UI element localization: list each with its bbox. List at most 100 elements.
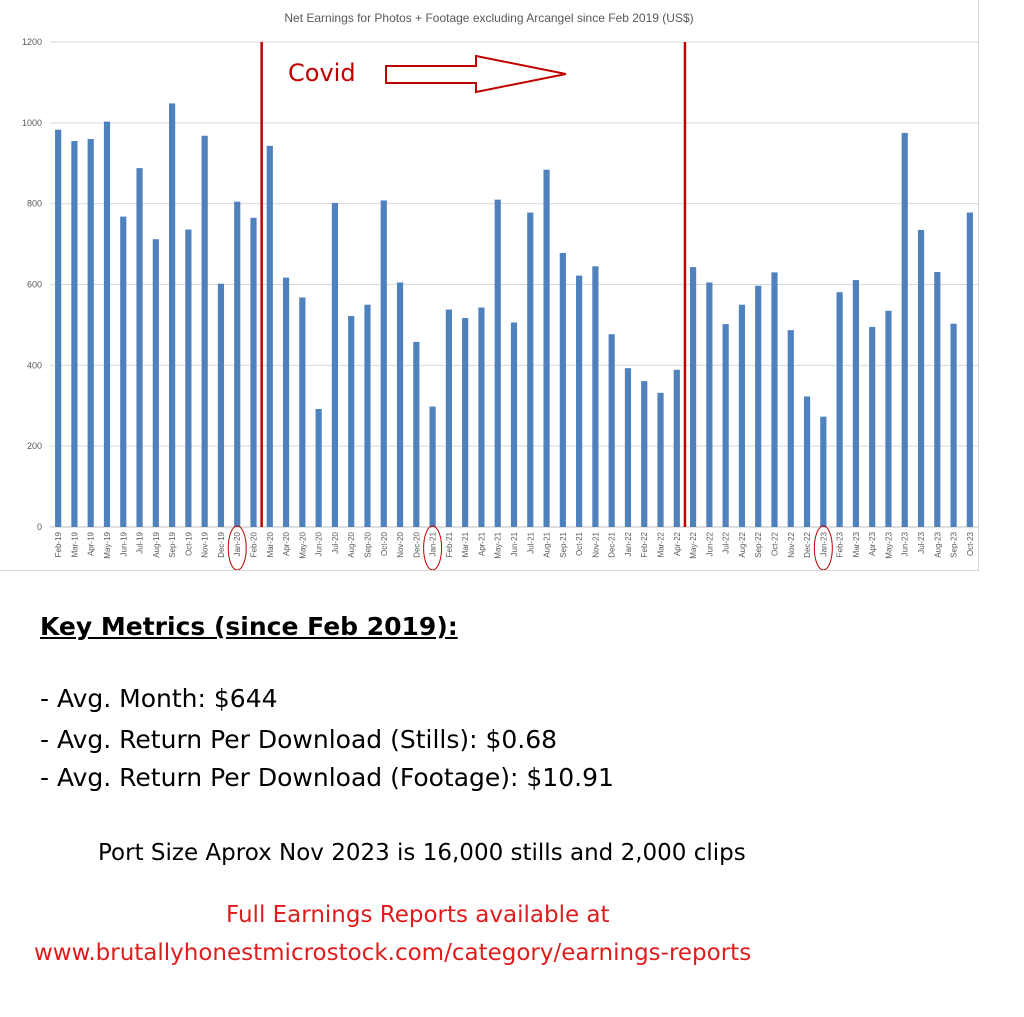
bar-mar-21 bbox=[462, 318, 469, 527]
y-tick-label: 200 bbox=[27, 441, 42, 451]
bar-oct-23 bbox=[966, 212, 973, 527]
bar-nov-20 bbox=[396, 282, 404, 527]
x-tick-label: Feb-23 bbox=[836, 531, 845, 557]
x-tick-label: Dec-20 bbox=[412, 531, 421, 557]
bar-feb-19 bbox=[55, 129, 62, 527]
x-tick-label: Apr-22 bbox=[673, 531, 682, 556]
bar-jul-19 bbox=[136, 168, 143, 527]
avg-stills-metric: - Avg. Return Per Download (Stills): $0.… bbox=[40, 725, 558, 754]
bar-aug-22 bbox=[738, 304, 746, 527]
bar-sep-20 bbox=[364, 304, 371, 527]
bar-sep-23 bbox=[950, 323, 957, 527]
x-tick-label: Jul-20 bbox=[331, 531, 340, 553]
x-tick-label: Sep-23 bbox=[950, 531, 959, 557]
x-tick-label: Oct-19 bbox=[184, 531, 193, 556]
bar-aug-21 bbox=[543, 169, 550, 527]
x-tick-label: Jun-20 bbox=[315, 531, 324, 556]
bar-sep-22 bbox=[755, 285, 762, 527]
bar-jan-22 bbox=[624, 368, 632, 527]
x-tick-label: Sep-22 bbox=[754, 531, 763, 557]
x-tick-label: Aug-22 bbox=[738, 531, 747, 557]
bar-oct-21 bbox=[576, 275, 583, 527]
x-tick-label: Apr-23 bbox=[868, 531, 877, 556]
x-tick-label: Apr-19 bbox=[87, 531, 96, 556]
bar-jul-22 bbox=[722, 324, 729, 527]
bar-jan-20 bbox=[234, 201, 241, 528]
reports-url[interactable]: www.brutallyhonestmicrostock.com/categor… bbox=[34, 940, 752, 966]
bar-may-20 bbox=[299, 297, 306, 527]
bar-apr-19 bbox=[87, 139, 94, 527]
bar-dec-22 bbox=[803, 396, 811, 527]
bar-jan-21 bbox=[429, 406, 436, 527]
x-tick-label: May-21 bbox=[494, 531, 503, 558]
bar-nov-21 bbox=[592, 266, 599, 527]
bar-jul-20 bbox=[331, 202, 339, 527]
earnings-chart: Net Earnings for Photos + Footage exclud… bbox=[0, 0, 979, 571]
x-tick-label: Jun-19 bbox=[119, 531, 128, 556]
bar-jun-19 bbox=[120, 216, 127, 527]
x-tick-label: Oct-21 bbox=[575, 531, 584, 556]
bar-mar-19 bbox=[71, 141, 78, 528]
bar-nov-22 bbox=[787, 330, 794, 527]
x-tick-label: Mar-22 bbox=[657, 531, 666, 557]
x-tick-label: Jul-22 bbox=[722, 531, 731, 553]
x-tick-label: Oct-20 bbox=[380, 531, 389, 556]
x-tick-label: Dec-21 bbox=[608, 531, 617, 557]
x-tick-label: Jan-23 bbox=[819, 531, 828, 556]
x-tick-label: Aug-23 bbox=[933, 531, 942, 557]
circle-annotation bbox=[227, 525, 247, 570]
chart-svg: Net Earnings for Photos + Footage exclud… bbox=[22, 11, 978, 570]
x-tick-label: May-22 bbox=[689, 531, 698, 558]
reports-text: Full Earnings Reports available at bbox=[226, 902, 610, 928]
bar-jun-22 bbox=[706, 282, 713, 527]
covid-label: Covid bbox=[288, 59, 356, 87]
bar-may-21 bbox=[494, 199, 501, 527]
chart-title: Net Earnings for Photos + Footage exclud… bbox=[284, 11, 693, 25]
bar-dec-19 bbox=[217, 283, 225, 527]
key-metrics-title: Key Metrics (since Feb 2019): bbox=[40, 612, 458, 641]
x-tick-label: Aug-19 bbox=[152, 531, 161, 557]
bar-aug-23 bbox=[934, 271, 941, 527]
x-tick-label: Jul-21 bbox=[526, 531, 535, 553]
x-tick-label: Feb-22 bbox=[640, 531, 649, 557]
bar-jun-20 bbox=[315, 408, 322, 527]
bar-jun-23 bbox=[901, 132, 908, 527]
bar-aug-20 bbox=[348, 316, 355, 527]
x-tick-label: Mar-19 bbox=[70, 531, 79, 557]
x-tick-label: Apr-20 bbox=[282, 531, 291, 556]
circle-annotation bbox=[813, 525, 833, 570]
y-tick-label: 0 bbox=[37, 522, 42, 532]
x-tick-label: Aug-21 bbox=[543, 531, 552, 557]
x-tick-label: May-23 bbox=[884, 531, 893, 558]
x-tick-label: Nov-20 bbox=[396, 531, 405, 557]
x-tick-label: Dec-22 bbox=[803, 531, 812, 557]
bar-mar-22 bbox=[657, 392, 664, 527]
x-tick-label: Feb-21 bbox=[445, 531, 454, 557]
x-tick-label: May-20 bbox=[298, 531, 307, 558]
avg-month-metric: - Avg. Month: $644 bbox=[40, 684, 278, 713]
x-tick-label: Nov-19 bbox=[201, 531, 210, 557]
x-tick-label: Jan-20 bbox=[233, 531, 242, 556]
x-tick-label: Oct-23 bbox=[966, 531, 975, 556]
bar-oct-22 bbox=[771, 272, 778, 527]
bar-sep-19 bbox=[169, 103, 176, 527]
x-tick-label: Oct-22 bbox=[770, 531, 779, 556]
x-tick-label: Jun-23 bbox=[901, 531, 910, 556]
bar-jun-21 bbox=[510, 322, 518, 527]
bar-dec-20 bbox=[413, 341, 420, 527]
y-tick-label: 800 bbox=[27, 199, 42, 209]
x-tick-label: Sep-19 bbox=[168, 531, 177, 557]
port-size-text: Port Size Aprox Nov 2023 is 16,000 still… bbox=[98, 840, 746, 866]
x-tick-label: Aug-20 bbox=[347, 531, 356, 557]
x-tick-label: Nov-21 bbox=[591, 531, 600, 557]
bar-dec-21 bbox=[608, 334, 615, 527]
x-tick-label: Feb-19 bbox=[54, 531, 63, 557]
bar-feb-22 bbox=[641, 381, 648, 527]
bar-apr-23 bbox=[869, 326, 876, 527]
x-tick-label: Mar-23 bbox=[852, 531, 861, 557]
x-tick-label: Mar-21 bbox=[461, 531, 470, 557]
y-tick-label: 1200 bbox=[22, 37, 42, 47]
x-tick-label: Sep-20 bbox=[363, 531, 372, 557]
y-tick-label: 600 bbox=[27, 280, 42, 290]
circle-annotation bbox=[423, 525, 443, 570]
